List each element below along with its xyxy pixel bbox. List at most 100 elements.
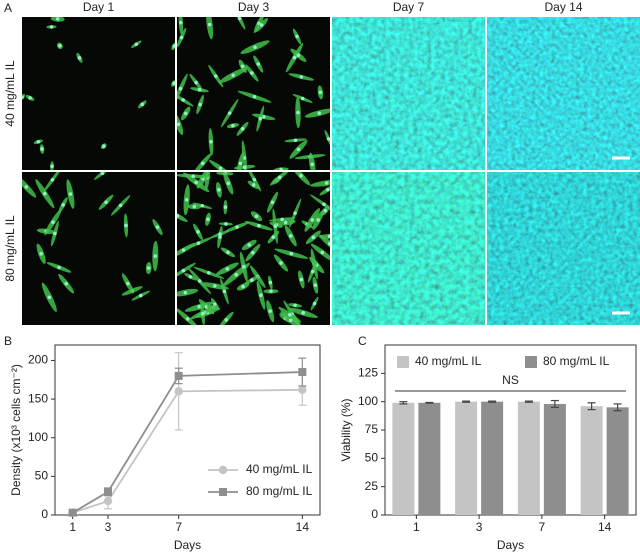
nucleus	[172, 44, 175, 48]
nucleus	[252, 94, 257, 99]
nucleus	[197, 279, 202, 283]
micrograph	[177, 17, 330, 170]
nucleus	[209, 140, 213, 144]
nucleus	[185, 317, 190, 321]
bar	[517, 401, 540, 515]
nucleus	[22, 95, 24, 100]
nucleus	[242, 165, 247, 170]
y-tick-label: 125	[358, 366, 378, 380]
nucleus	[312, 301, 317, 306]
nucleus	[250, 71, 254, 75]
y-tick-label: 100	[28, 430, 48, 444]
nucleus	[222, 289, 227, 294]
nucleus	[50, 178, 55, 182]
nucleus	[293, 138, 298, 143]
nucleus	[181, 98, 185, 102]
panel-label: C	[358, 334, 367, 348]
nucleus	[126, 281, 130, 286]
nucleus	[24, 185, 29, 189]
y-axis-title: Density (x10³ cells cm⁻²)	[9, 364, 23, 496]
series-line	[72, 388, 303, 514]
nucleus	[42, 191, 47, 196]
nucleus	[64, 281, 69, 286]
column-label: Day 7	[393, 0, 425, 14]
nucleus	[226, 250, 230, 255]
nucleus	[40, 147, 44, 151]
nucleus	[300, 96, 305, 101]
nucleus	[53, 231, 57, 236]
nucleus	[293, 211, 297, 215]
nucleus	[310, 162, 315, 167]
nucleus	[200, 311, 205, 316]
nucleus	[250, 278, 254, 282]
nucleus	[68, 192, 73, 196]
nucleus	[237, 17, 242, 21]
nucleus	[325, 187, 330, 192]
nucleus	[316, 218, 320, 222]
nucleus	[288, 318, 293, 323]
nucleus	[100, 172, 105, 176]
legend-swatch	[525, 356, 537, 368]
nucleus	[197, 87, 202, 92]
nucleus	[259, 23, 264, 27]
nucleus	[184, 197, 189, 202]
legend-label: 40 mg/mL IL	[415, 354, 482, 368]
nucleus	[271, 235, 276, 239]
row-label: 40 mg/mL IL	[3, 60, 17, 127]
nucleus	[213, 284, 217, 288]
column-label: Day 14	[544, 0, 582, 14]
nucleus	[224, 222, 228, 226]
nucleus	[234, 272, 239, 277]
y-tick-label: 50	[35, 469, 49, 483]
legend-label: 80 mg/mL IL	[543, 354, 610, 368]
nucleus	[288, 234, 293, 238]
x-axis-title: Days	[174, 538, 201, 552]
nucleus	[238, 161, 243, 166]
nucleus	[231, 73, 235, 78]
column-label: Day 1	[83, 0, 115, 14]
row-label: 80 mg/mL IL	[3, 215, 17, 282]
nucleus	[146, 266, 151, 270]
nucleus	[118, 203, 123, 208]
nucleus	[192, 204, 197, 209]
image-texture	[332, 172, 485, 325]
bar	[543, 403, 566, 515]
micrograph	[22, 17, 175, 170]
bar	[455, 401, 478, 515]
nucleus	[51, 220, 55, 225]
nucleus	[224, 318, 229, 322]
nucleus	[49, 25, 54, 29]
marker	[298, 368, 307, 377]
legend-label: 40 mg/mL IL	[246, 462, 313, 476]
image-texture	[332, 17, 485, 170]
nucleus	[299, 75, 304, 79]
nucleus	[279, 167, 283, 170]
nucleus	[188, 274, 193, 279]
nucleus	[206, 271, 211, 275]
nucleus	[134, 42, 139, 47]
nucleus	[178, 86, 183, 91]
nucleus	[57, 265, 61, 270]
y-tick-label: 100	[358, 394, 378, 408]
nucleus	[77, 56, 82, 60]
nucleus	[28, 96, 32, 100]
marker	[68, 508, 77, 517]
nucleus	[218, 232, 222, 237]
nucleus	[241, 264, 246, 269]
nucleus	[207, 22, 212, 27]
micrograph	[332, 172, 485, 325]
nucleus	[252, 177, 257, 182]
nucleus	[322, 202, 326, 207]
nucleus	[179, 35, 184, 40]
nucleus	[227, 111, 232, 115]
nucleus	[200, 161, 205, 166]
nucleus	[101, 144, 106, 149]
nucleus	[310, 269, 315, 274]
nucleus	[179, 20, 183, 25]
nucleus	[277, 175, 282, 180]
nucleus	[140, 102, 145, 107]
bar	[392, 402, 415, 515]
nucleus	[55, 17, 60, 21]
nucleus	[326, 137, 330, 141]
nucleus	[317, 111, 322, 115]
